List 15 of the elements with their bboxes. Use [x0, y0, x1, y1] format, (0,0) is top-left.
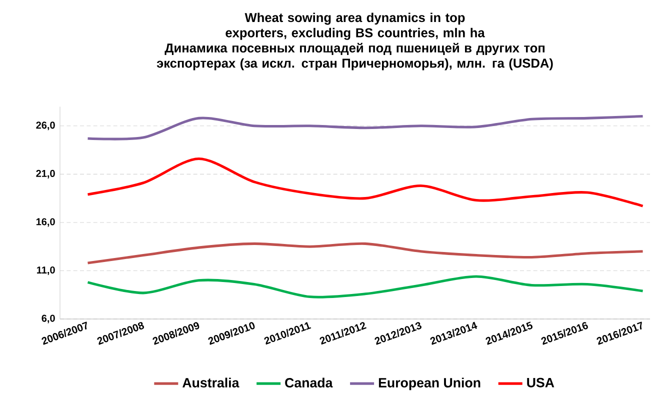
legend-label: European Union — [378, 378, 480, 390]
legend-label: Canada — [285, 378, 333, 388]
y-tick-label: 11,0 — [37, 266, 55, 275]
line-series — [86, 114, 644, 140]
line-series — [86, 157, 644, 208]
y-tick-label: 21,0 — [36, 170, 55, 178]
line-series — [86, 242, 644, 264]
y-tick-label: 6,0 — [42, 314, 55, 324]
legend-label: USA — [527, 378, 554, 388]
chart-subtitle: Динамика посевных площадей под пшеницей в других топ экспортерах (за искл. стран Причерноморья), млн. га (USDA) — [156, 42, 553, 70]
legend-label: Australia — [182, 378, 240, 388]
y-tick-label: 16,0 — [36, 218, 55, 227]
line-series — [86, 275, 644, 298]
chart-title: Wheat sowing area dynamics in top exporters, excluding BS countries, mln ha — [226, 12, 485, 40]
y-tick-label: 26,0 — [36, 122, 55, 130]
